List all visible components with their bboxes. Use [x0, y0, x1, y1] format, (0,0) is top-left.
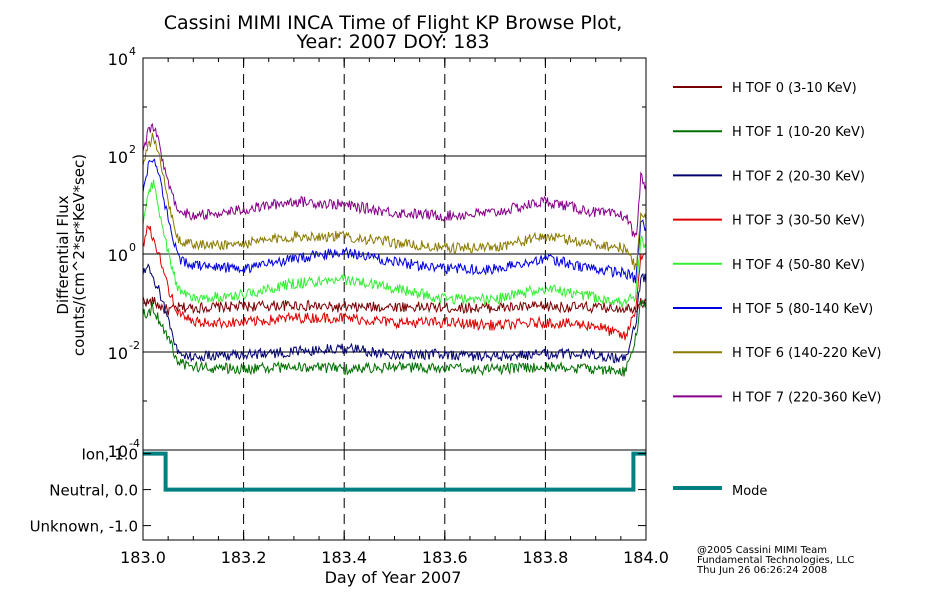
mode-grid: [243, 450, 546, 540]
legend-label: H TOF 7 (220-360 KeV): [732, 390, 881, 405]
mode-y-tick-label: Unknown, -1.0: [30, 518, 138, 536]
legend-label-mode: Mode: [732, 484, 767, 499]
copyright-line-3: Thu Jun 26 06:26:24 2008: [697, 565, 828, 576]
x-tick-label: 183.4: [321, 548, 367, 567]
flux-ylabel-line2: counts/(cm^2*sr*KeV*sec): [70, 154, 88, 356]
legend-label: H TOF 0 (3-10 KeV): [732, 81, 857, 96]
flux-y-tick-label: 10: [108, 148, 128, 167]
mode-y-tick-label: Ion, 1.0: [82, 446, 139, 464]
x-axis-label: Day of Year 2007: [325, 568, 462, 587]
x-tick-label: 183.2: [221, 548, 267, 567]
x-tick-label: 183.0: [120, 548, 166, 567]
flux-y-tick-label: 10: [108, 246, 128, 265]
legend-label: H TOF 1 (10-20 KeV): [732, 125, 865, 140]
flux-ylabel-line1: Differential Flux: [54, 195, 72, 314]
legend-label: H TOF 2 (20-30 KeV): [732, 169, 865, 184]
flux-series-line: [142, 132, 647, 271]
chart-title-line1: Cassini MIMI INCA Time of Flight KP Brow…: [164, 12, 623, 34]
legend-label: H TOF 3 (30-50 KeV): [732, 214, 865, 229]
flux-y-tick-exponent: 0: [129, 241, 136, 254]
flux-y-tick-exponent: -2: [129, 339, 140, 352]
flux-series-line: [142, 179, 647, 308]
legend-label: H TOF 6 (140-220 KeV): [732, 346, 881, 361]
flux-y-tick-exponent: -4: [129, 437, 140, 450]
flux-y-tick-label: 10: [108, 344, 128, 363]
flux-series-line: [142, 296, 647, 316]
legend-label: H TOF 4 (50-80 KeV): [732, 258, 865, 273]
flux-series-line: [142, 122, 647, 238]
mode-y-tick-label: Neutral, 0.0: [49, 482, 138, 500]
mode-plot-frame: [142, 449, 647, 541]
flux-series-line: [142, 299, 647, 377]
x-tick-label: 183.6: [422, 548, 468, 567]
x-tick-label: 184.0: [623, 548, 669, 567]
x-tick-label: 183.8: [522, 548, 568, 567]
flux-y-tick-label: 10: [108, 50, 128, 69]
copyright-line-1: @2005 Cassini MIMI Team: [697, 545, 827, 556]
legend-label: H TOF 5 (80-140 KeV): [732, 302, 873, 317]
flux-y-tick-exponent: 4: [129, 45, 136, 58]
mode-series-line: [143, 451, 646, 492]
x-axis: 183.0 183.2 183.4 183.6 183.8 184.0: [120, 58, 669, 567]
flux-series-line: [142, 263, 647, 364]
copyright-line-2: Fundamental Technologies, LLC: [697, 555, 855, 566]
mode-y-axis: Ion, 1.0 Neutral, 0.0 Unknown, -1.0: [30, 446, 646, 536]
flux-series-line: [142, 225, 647, 341]
flux-grid: [143, 58, 646, 450]
mode-series-group: [143, 451, 646, 492]
flux-series-line: [142, 158, 647, 284]
chart-title-line2: Year: 2007 DOY: 183: [295, 31, 489, 53]
flux-y-tick-label: 10: [108, 442, 128, 461]
flux-series-group: [142, 122, 647, 377]
flux-y-tick-exponent: 2: [129, 143, 136, 156]
legend: H TOF 0 (3-10 KeV) H TOF 1 (10-20 KeV) H T…: [673, 81, 881, 499]
